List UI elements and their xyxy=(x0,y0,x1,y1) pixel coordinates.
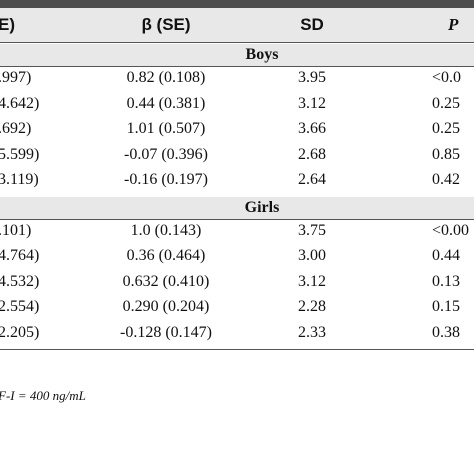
cell: 0.38 xyxy=(432,323,460,341)
cell: 0.85 xyxy=(432,145,460,163)
cell: 3.66 xyxy=(298,120,326,137)
cell: 4.764) xyxy=(0,247,40,264)
cell: 1.0 (0.143) xyxy=(130,221,202,239)
cell: 3.12 xyxy=(298,272,326,290)
cell: 0.42 xyxy=(432,171,460,188)
cell: 0.13 xyxy=(432,272,460,290)
group-label: Girls xyxy=(244,198,280,216)
cell: 0.632 (0.410) xyxy=(122,272,210,290)
cell: 3.00 xyxy=(298,247,326,264)
header-cell: P xyxy=(448,15,459,34)
group-label: Boys xyxy=(245,46,279,63)
header-cell: E) xyxy=(0,15,15,34)
cell: 4.532) xyxy=(0,272,40,290)
cell: -0.07 (0.396) xyxy=(124,145,208,163)
cell: 0.25 xyxy=(432,94,460,112)
cell: <0.0 xyxy=(432,69,462,86)
cell: <0.00 xyxy=(432,221,470,239)
cell: -0.128 (0.147) xyxy=(120,323,212,341)
rule xyxy=(0,218,474,220)
cell: 0.25 xyxy=(432,120,460,137)
rule xyxy=(0,42,474,43)
cell: 0.82 (0.108) xyxy=(126,69,206,86)
cell: 4.642) xyxy=(0,94,40,112)
rule xyxy=(0,349,474,350)
cell: -0.16 (0.197) xyxy=(124,171,208,188)
cell: 2.68 xyxy=(298,145,326,163)
cell: 3.95 xyxy=(298,69,326,86)
cell: 0.15 xyxy=(432,298,460,315)
footnote: F-I = 400 ng/mL xyxy=(0,388,86,403)
cell: 0.290 (0.204) xyxy=(122,298,210,315)
cell: 3.119) xyxy=(0,171,39,188)
cell: 2.554) xyxy=(0,298,40,315)
group-band xyxy=(0,196,474,219)
cell: 2.205) xyxy=(0,323,40,341)
cell: .997) xyxy=(0,69,32,86)
cell: 5.599) xyxy=(0,145,40,163)
cell: 2.28 xyxy=(298,298,326,315)
top-bar xyxy=(0,0,474,8)
cell: 0.44 (0.381) xyxy=(126,94,206,112)
cell: 0.36 (0.464) xyxy=(126,247,206,264)
cell: 3.12 xyxy=(298,94,326,112)
cell: .692) xyxy=(0,120,32,137)
cell: .101) xyxy=(0,221,32,239)
rule xyxy=(0,66,474,67)
cell: 1.01 (0.507) xyxy=(126,120,206,137)
group-band xyxy=(0,44,474,66)
header-cell: β (SE) xyxy=(141,15,191,34)
header-band xyxy=(0,8,474,42)
cell: 2.33 xyxy=(298,323,326,341)
cell: 0.44 xyxy=(432,247,460,264)
header-cell: SD xyxy=(300,15,324,34)
cell: 3.75 xyxy=(298,221,326,239)
cell: 2.64 xyxy=(298,171,326,188)
